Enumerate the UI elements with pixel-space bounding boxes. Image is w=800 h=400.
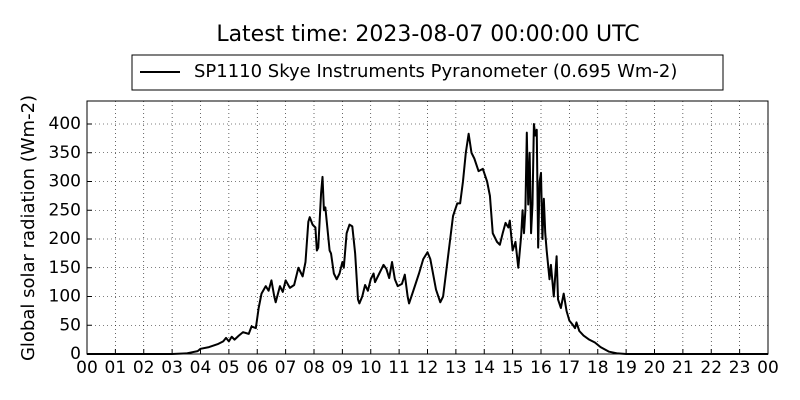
x-tick-label: 22 xyxy=(700,358,722,378)
x-tick-label: 13 xyxy=(445,358,467,378)
y-axis-label: Global solar radiation (Wm-2) xyxy=(18,95,39,361)
x-tick-label: 21 xyxy=(672,358,694,378)
x-tick-label: 01 xyxy=(105,358,127,378)
x-tick-label: 12 xyxy=(417,358,439,378)
chart-title: Latest time: 2023-08-07 00:00:00 UTC xyxy=(216,22,639,47)
x-tick-label: 11 xyxy=(388,358,410,378)
x-tick-label: 14 xyxy=(473,358,495,378)
x-tick-label: 19 xyxy=(615,358,637,378)
x-tick-label: 06 xyxy=(246,358,268,378)
x-tick-label: 00 xyxy=(76,358,98,378)
x-tick-label: 07 xyxy=(275,358,297,378)
x-tick-label: 08 xyxy=(303,358,325,378)
data-line xyxy=(87,123,768,355)
x-tick-label: 20 xyxy=(644,358,666,378)
y-tick-label: 200 xyxy=(49,229,81,249)
x-tick-label: 04 xyxy=(190,358,212,378)
y-tick-label: 150 xyxy=(49,258,81,278)
y-tick-label: 0 xyxy=(70,344,81,364)
y-tick-label: 400 xyxy=(49,114,81,134)
x-tick-label: 18 xyxy=(587,358,609,378)
plot-frame xyxy=(86,100,769,355)
x-tick-label: 17 xyxy=(559,358,581,378)
x-tick-label: 16 xyxy=(530,358,552,378)
y-tick-label: 300 xyxy=(49,172,81,192)
x-tick-label: 10 xyxy=(360,358,382,378)
y-tick-label: 100 xyxy=(49,287,81,307)
x-tick-label: 03 xyxy=(161,358,183,378)
x-tick-label: 05 xyxy=(218,358,240,378)
legend-box xyxy=(131,54,724,91)
x-tick-label: 00 xyxy=(757,358,779,378)
y-tick-label: 50 xyxy=(59,315,81,335)
y-tick-label: 250 xyxy=(49,200,81,220)
x-tick-label: 09 xyxy=(332,358,354,378)
x-tick-label: 02 xyxy=(133,358,155,378)
legend-label: SP1110 Skye Instruments Pyranometer (0.6… xyxy=(194,61,677,82)
y-tick-label: 350 xyxy=(49,143,81,163)
x-tick-label: 15 xyxy=(502,358,524,378)
x-tick-label: 23 xyxy=(729,358,751,378)
